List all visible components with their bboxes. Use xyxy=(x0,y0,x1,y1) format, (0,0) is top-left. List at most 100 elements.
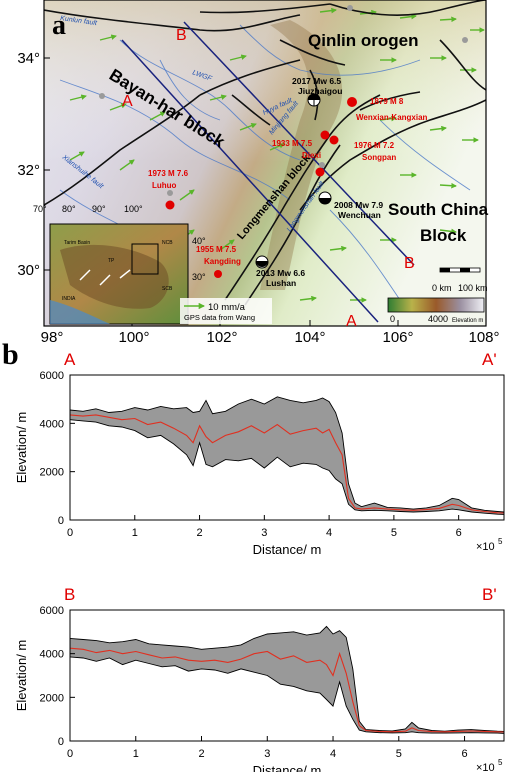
x-tick-label: 1 xyxy=(132,527,138,539)
x-multiplier: ×10 xyxy=(476,762,495,772)
x-axis-label: Distance/ m xyxy=(253,542,322,557)
profile-end-letter: A' xyxy=(482,350,497,369)
profile-start-letter: B xyxy=(64,585,75,604)
min-elevation-line xyxy=(69,656,505,734)
historic-1973-place: Luhuo xyxy=(152,181,177,190)
historic-1973-label: 1973 M 7.6 xyxy=(148,169,189,178)
plot-frame xyxy=(69,609,505,742)
panel-letter-a: a xyxy=(52,10,66,41)
historic-1933-label: 1933 M 7.5 xyxy=(272,139,313,148)
y-tick-label: 2000 xyxy=(40,467,64,479)
x-multiplier: ×10 xyxy=(476,541,495,553)
epicenter-1933 xyxy=(320,130,330,140)
scale-bar-zero: 0 km xyxy=(432,283,452,293)
historic-1955-label: 1955 M 7.5 xyxy=(196,245,237,254)
lat-label-30: 30° xyxy=(17,262,40,279)
region-label-block: Block xyxy=(420,226,467,245)
beachball-jiuzhaigou xyxy=(307,93,321,107)
historic-1879-label: 1879 M 8 xyxy=(370,97,404,106)
map-lat-labels: 34° 32° 30° xyxy=(17,50,40,279)
region-label-qinlin: Qinlin orogen xyxy=(308,31,419,50)
y-tick-label: 0 xyxy=(58,515,64,527)
mountain-belt xyxy=(260,20,343,290)
historic-1933-place: Diexi xyxy=(302,151,321,160)
profile-a-end-letter: A xyxy=(346,313,357,330)
inset-label-scb: SCB xyxy=(162,286,173,292)
y-tick-label: 4000 xyxy=(40,649,64,661)
max-elevation-line xyxy=(69,625,505,732)
scale-bar: 0 km 100 km xyxy=(432,267,488,293)
colorbar-min: 0 xyxy=(390,314,395,324)
epicenter-1955 xyxy=(214,270,222,278)
gps-legend: 10 mm/a GPS data from Wang xyxy=(180,298,272,324)
x-tick-label: 2 xyxy=(198,748,204,760)
y-tick-label: 4000 xyxy=(40,418,64,430)
historic-epicenters xyxy=(165,97,357,278)
faults xyxy=(44,0,486,306)
gps-legend-label: 10 mm/a xyxy=(208,302,246,313)
x-tick-label: 0 xyxy=(67,527,73,539)
gps-stations xyxy=(99,5,468,196)
x-multiplier-exponent: 5 xyxy=(498,758,503,767)
profile-start-letter: A xyxy=(64,350,76,369)
tectonic-map: 34° 32° 30° 98° 100° 102° 104° 106° 108°… xyxy=(17,0,500,344)
mean-elevation-line xyxy=(69,414,505,514)
x-tick-label: 5 xyxy=(391,527,397,539)
y-tick-label: 2000 xyxy=(40,692,64,704)
max-elevation-line xyxy=(69,396,505,513)
event-2008-place: Wenchuan xyxy=(338,210,381,220)
lon-label-100: 100° xyxy=(118,329,149,344)
map-axis-ticks xyxy=(43,57,487,326)
inset-lat-40: 40° xyxy=(192,236,206,246)
elevation-colorbar: 0 4000 Elevation m xyxy=(387,297,485,324)
y-tick-label: 0 xyxy=(58,736,64,748)
historic-1976-label: 1976 M 7.2 xyxy=(354,141,395,150)
lon-label-106: 106° xyxy=(382,329,413,344)
lon-label-104: 104° xyxy=(294,329,325,344)
profile-end-letter: B' xyxy=(482,585,497,604)
panel-letter-b: b xyxy=(2,338,19,371)
profile-lines xyxy=(121,21,415,323)
event-2017-place: Jiuzhaigou xyxy=(298,86,342,96)
x-tick-label: 1 xyxy=(133,748,139,760)
epicenter-1933b xyxy=(315,167,325,177)
event-2013-place: Lushan xyxy=(266,278,296,288)
min-elevation-line xyxy=(69,419,505,515)
inset-lon-90: 90° xyxy=(92,204,106,214)
epicenter-1879 xyxy=(347,97,357,107)
event-2017-label: 2017 Mw 6.5 xyxy=(292,76,341,86)
elevation-envelope xyxy=(70,626,504,734)
lon-label-108: 108° xyxy=(468,329,499,344)
lon-label-102: 102° xyxy=(206,329,237,344)
inset-label-tp: TP xyxy=(108,258,115,264)
inset-lon-100: 100° xyxy=(124,204,143,214)
x-tick-label: 4 xyxy=(330,748,336,760)
inset-map: Tarim Basin INDIA NCB SCB TP 70° 80° 90°… xyxy=(33,204,206,325)
historic-1879-place: Wenxian-Kangxian xyxy=(356,113,428,122)
beachball-wenchuan xyxy=(318,191,332,205)
y-tick-label: 6000 xyxy=(40,370,64,382)
beachball-lushan xyxy=(255,255,269,269)
lon-label-98: 98° xyxy=(41,329,64,344)
inset-label-ncb: NCB xyxy=(162,240,173,246)
historic-1976-place: Songpan xyxy=(362,153,396,162)
y-axis-label: Elevation/ m xyxy=(14,640,29,712)
x-tick-label: 6 xyxy=(456,527,462,539)
historic-1955-place: Kangding xyxy=(204,257,241,266)
x-tick-label: 6 xyxy=(461,748,467,760)
colorbar-mid: 4000 xyxy=(428,314,448,324)
x-axis-label: Distance/ m xyxy=(253,763,322,772)
inset-label-tarim: Tarim Basin xyxy=(64,240,90,246)
inset-label-india: INDIA xyxy=(62,296,76,302)
profile-b-start-letter: B xyxy=(176,27,187,44)
x-tick-label: 5 xyxy=(396,748,402,760)
event-2008-label: 2008 Mw 7.9 xyxy=(334,200,383,210)
epicenter-1976 xyxy=(329,135,339,145)
map-lon-labels: 98° 100° 102° 104° 106° 108° xyxy=(41,329,500,344)
x-tick-label: 4 xyxy=(326,527,332,539)
elevation-envelope xyxy=(70,396,504,515)
x-tick-label: 3 xyxy=(264,748,270,760)
profile-b-end-letter: B xyxy=(404,255,415,272)
